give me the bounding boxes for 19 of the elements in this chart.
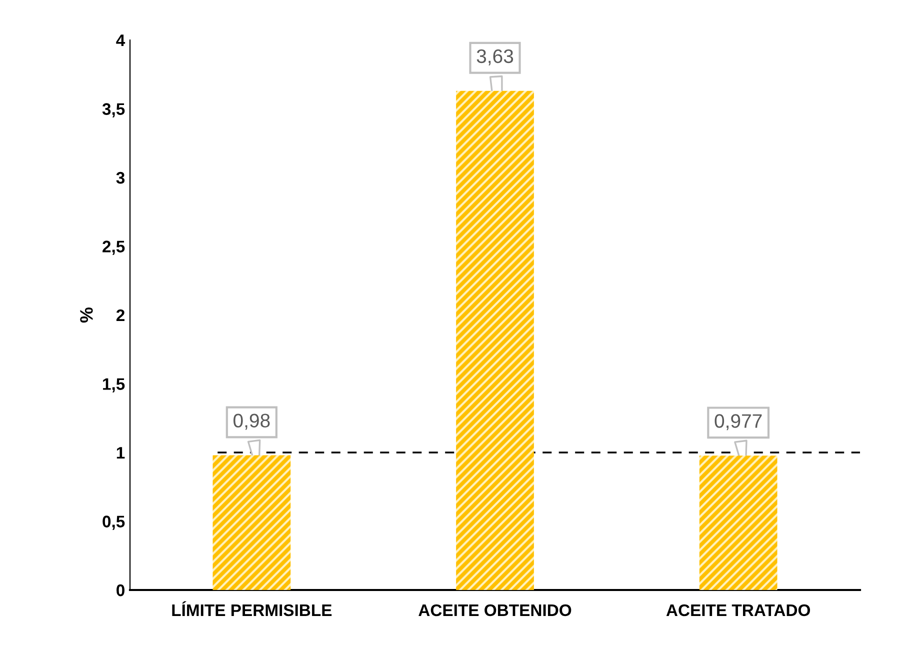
bar [699, 456, 778, 590]
y-tick-label: 0 [116, 584, 124, 596]
data-label: 0,98 [234, 414, 270, 430]
y-axis-title: % [80, 307, 93, 323]
y-tick-label: 1 [116, 447, 125, 459]
data-label: 3,63 [476, 49, 514, 66]
bar [212, 455, 291, 590]
x-tick-label: LÍMITE PERMISIBLE [172, 601, 332, 616]
y-tick-label: 3,5 [102, 103, 125, 118]
y-tick-label: 4 [116, 34, 126, 46]
data-label: 0,977 [714, 414, 762, 430]
y-tick-label: 3 [116, 172, 125, 184]
y-tick-label: 2 [116, 309, 124, 322]
x-tick-label: ACEITE TRATADO [666, 604, 810, 616]
y-tick-label: 2,5 [102, 240, 125, 255]
bar [456, 90, 534, 590]
y-tick-label: 1,5 [103, 378, 125, 392]
x-tick-label: ACEITE OBTENIDO [418, 604, 572, 616]
y-tick-label: 0,5 [102, 516, 125, 530]
